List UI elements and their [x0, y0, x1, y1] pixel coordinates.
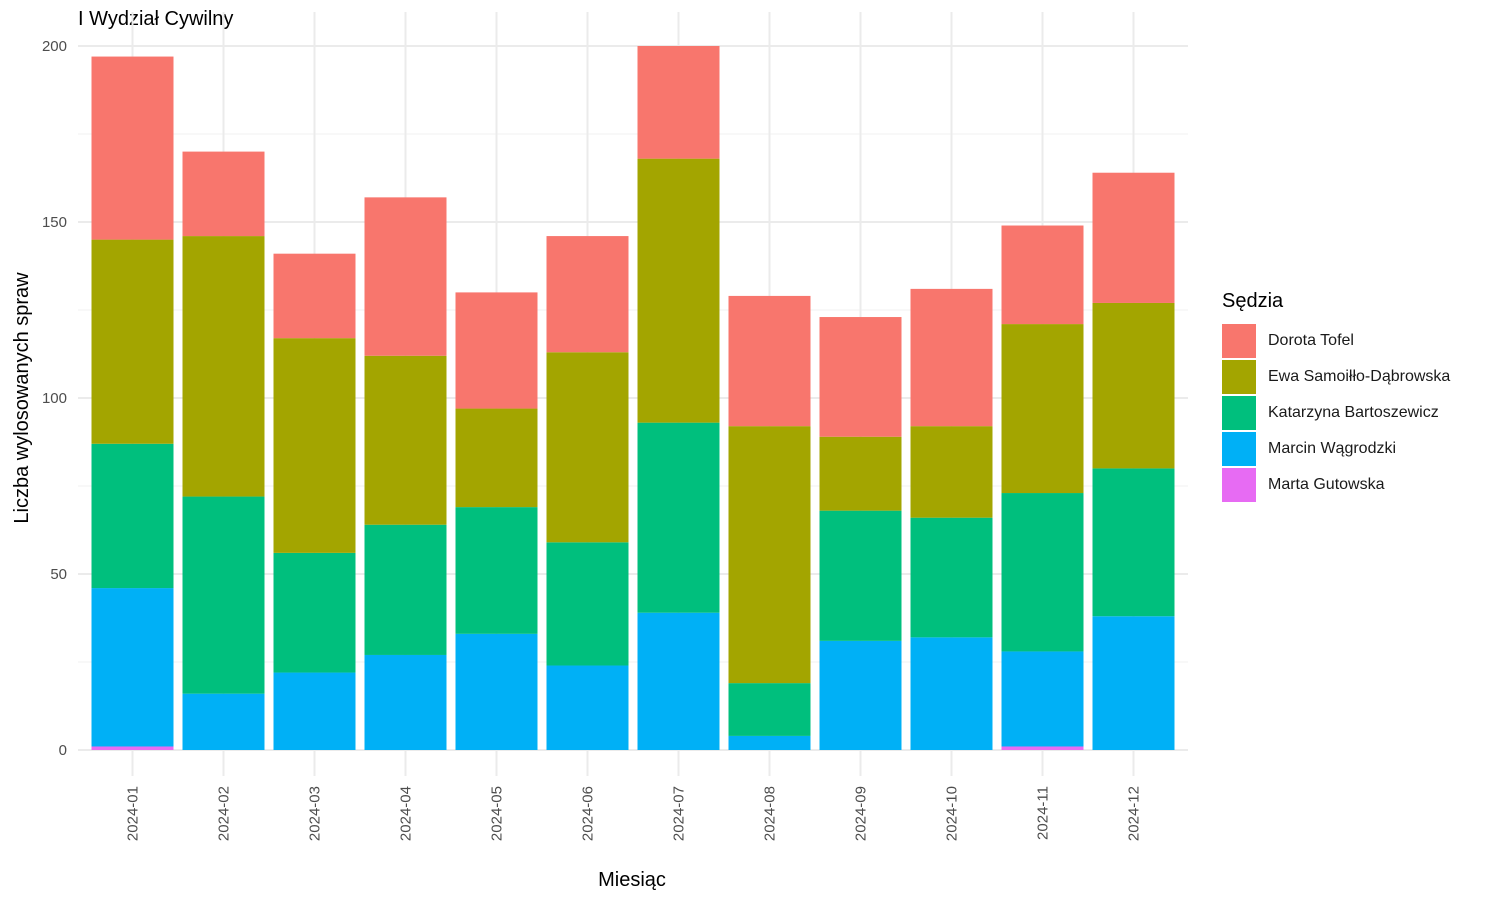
bar-segment	[728, 735, 811, 750]
legend-label: Katarzyna Bartoszewicz	[1268, 404, 1439, 421]
bar-segment	[637, 422, 720, 613]
bar-segment	[1001, 225, 1084, 325]
x-tick-label: 2024-07	[671, 786, 688, 841]
bar-segment	[364, 197, 447, 356]
bar-segment	[819, 510, 902, 641]
y-axis-ticks: 0 50 100 150 200	[42, 38, 67, 759]
legend: Sędzia Dorota Tofel Ewa Samoiłło-Dąbrowsk…	[1222, 290, 1450, 503]
legend-label: Marta Gutowska	[1268, 476, 1385, 493]
bar-segment	[364, 654, 447, 750]
bar-segment	[546, 352, 629, 543]
bar-segment	[182, 151, 265, 237]
bar-segment	[91, 443, 174, 589]
bar-segment	[273, 672, 356, 750]
x-tick-label: 2024-06	[580, 786, 597, 841]
bar-segment	[910, 288, 993, 427]
legend-items: Dorota Tofel Ewa Samoiłło-Dąbrowska Katarz…	[1222, 323, 1450, 503]
bar-segment	[637, 158, 720, 423]
bar-segment	[91, 588, 174, 747]
legend-swatch	[1222, 360, 1256, 394]
bar-segment	[455, 507, 538, 634]
y-tick-label: 150	[42, 214, 67, 231]
x-tick-label: 2024-04	[398, 786, 415, 841]
legend-swatch	[1222, 432, 1256, 466]
y-axis-title: Liczba wylosowanych spraw	[11, 272, 33, 524]
y-tick-label: 100	[42, 390, 67, 407]
legend-swatch	[1222, 324, 1256, 358]
legend-label: Marcin Wągrodzki	[1268, 440, 1397, 457]
bar-segment	[1092, 172, 1175, 303]
bar-segment	[182, 496, 265, 694]
bar-segment	[1001, 651, 1084, 747]
x-tick-label: 2024-09	[853, 786, 870, 841]
x-tick-label: 2024-01	[125, 786, 142, 841]
y-tick-label: 200	[42, 38, 67, 55]
bar-segment	[546, 542, 629, 666]
bar-segment	[273, 552, 356, 673]
bar-segment	[546, 665, 629, 750]
legend-item: Ewa Samoiłło-Dąbrowska	[1222, 359, 1450, 395]
legend-item: Marcin Wągrodzki	[1222, 431, 1450, 467]
x-tick-label: 2024-05	[489, 786, 506, 841]
y-tick-label: 0	[59, 742, 67, 759]
bar-segment	[1092, 302, 1175, 469]
bar-segment	[1092, 468, 1175, 617]
bars	[91, 46, 1175, 750]
x-tick-label: 2024-02	[216, 786, 233, 841]
x-tick-label: 2024-03	[307, 786, 324, 841]
bar-segment	[819, 436, 902, 511]
bar-segment	[1001, 493, 1084, 652]
legend-label: Dorota Tofel	[1268, 332, 1354, 349]
legend-swatch	[1222, 396, 1256, 430]
legend-item: Dorota Tofel	[1222, 323, 1450, 359]
bar-segment	[728, 683, 811, 736]
bar-segment	[455, 292, 538, 409]
x-tick-label: 2024-11	[1035, 786, 1052, 840]
bar-segment	[1001, 746, 1084, 750]
bar-segment	[91, 56, 174, 240]
x-tick-label: 2024-12	[1126, 786, 1143, 841]
bar-segment	[455, 633, 538, 750]
bar-segment	[637, 612, 720, 750]
bar-segment	[182, 693, 265, 750]
x-axis-ticks: 2024-01 2024-02 2024-03 2024-04 2024-05 2024-…	[125, 786, 1143, 841]
legend-label: Ewa Samoiłło-Dąbrowska	[1268, 368, 1451, 385]
bar-segment	[273, 338, 356, 553]
x-tick-label: 2024-10	[944, 786, 961, 841]
bar-segment	[364, 355, 447, 525]
bar-segment	[91, 239, 174, 444]
legend-title: Sędzia	[1222, 290, 1284, 312]
bar-segment	[728, 426, 811, 684]
bar-segment	[637, 46, 720, 159]
bar-segment	[182, 236, 265, 497]
legend-swatch	[1222, 468, 1256, 502]
bar-segment	[364, 524, 447, 655]
bar-segment	[819, 640, 902, 750]
x-axis-title: Miesiąc	[598, 869, 666, 891]
bar-segment	[455, 408, 538, 508]
bar-segment	[910, 426, 993, 518]
bar-segment	[910, 517, 993, 638]
bar-segment	[728, 295, 811, 427]
bar-segment	[546, 236, 629, 353]
bar-segment	[819, 317, 902, 437]
legend-item: Marta Gutowska	[1222, 467, 1450, 503]
y-tick-label: 50	[50, 566, 67, 583]
legend-item: Katarzyna Bartoszewicz	[1222, 395, 1450, 431]
bar-segment	[91, 746, 174, 750]
bar-segment	[1092, 616, 1175, 750]
chart-title: I Wydział Cywilny	[78, 8, 234, 30]
bar-segment	[910, 637, 993, 750]
bar-segment	[1001, 324, 1084, 494]
x-tick-label: 2024-08	[762, 786, 779, 841]
bar-segment	[273, 253, 356, 339]
